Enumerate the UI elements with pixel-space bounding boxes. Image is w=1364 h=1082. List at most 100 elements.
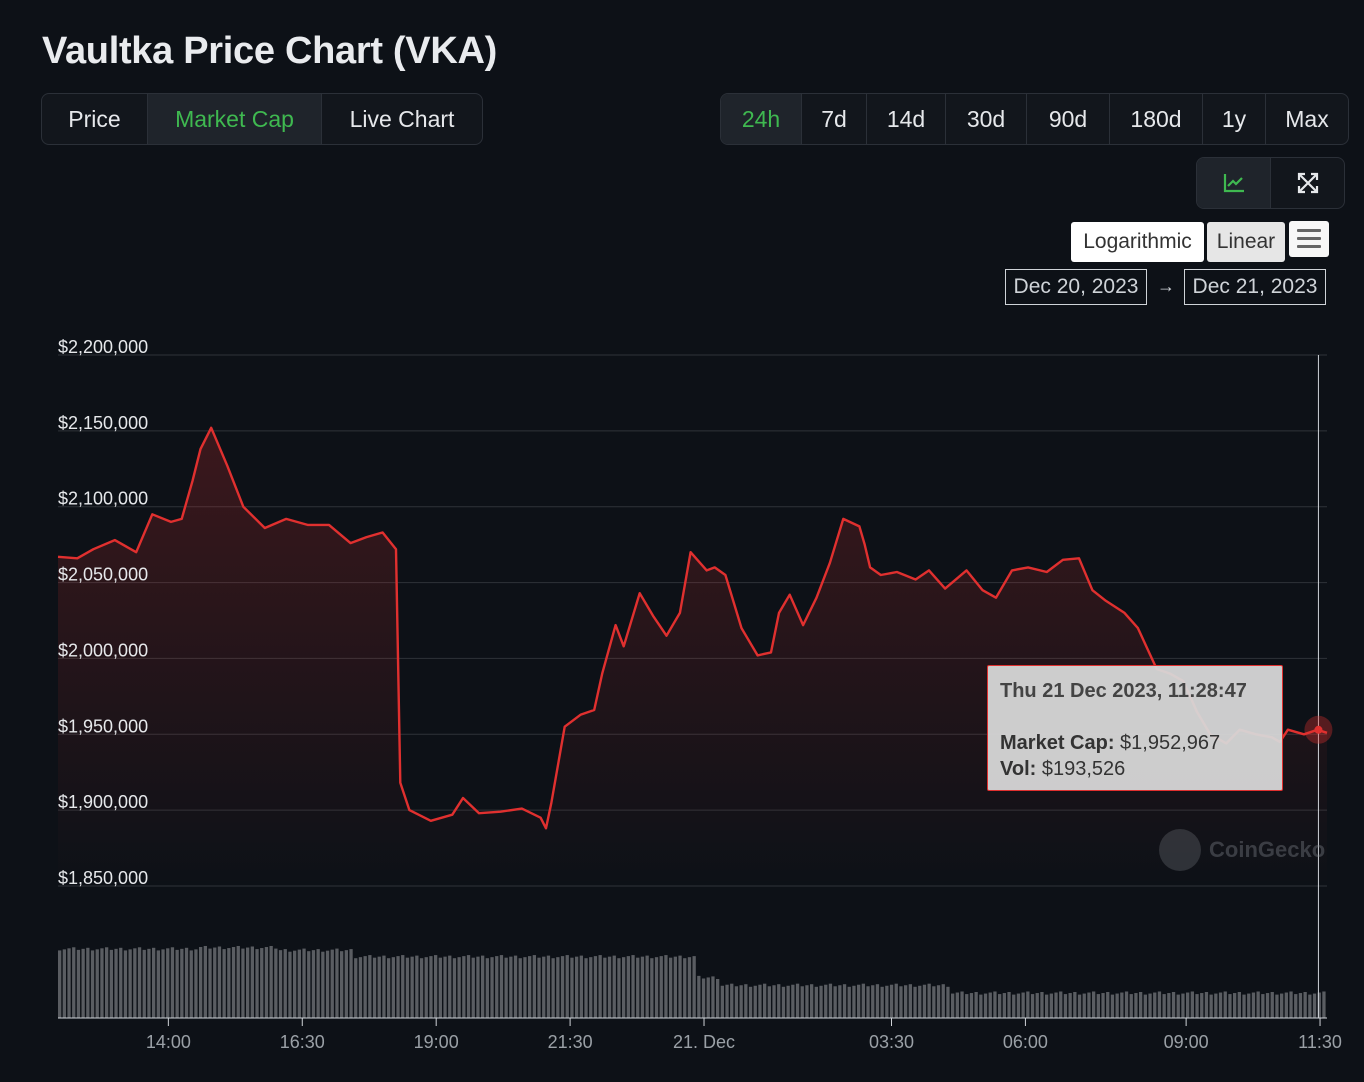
volume-bar xyxy=(67,948,71,1018)
range-30d[interactable]: 30d xyxy=(946,94,1027,144)
volume-bar xyxy=(1251,992,1256,1018)
volume-bar xyxy=(307,951,311,1018)
volume-bar xyxy=(1139,992,1143,1018)
volume-bar xyxy=(899,986,903,1018)
volume-bar xyxy=(565,955,569,1018)
volume-bar xyxy=(678,955,682,1018)
scale-linear-button[interactable]: Linear xyxy=(1207,222,1285,262)
volume-bar xyxy=(941,984,945,1018)
volume-bar xyxy=(335,948,339,1018)
volume-bar xyxy=(1317,992,1321,1018)
volume-bar xyxy=(542,956,546,1018)
range-180d[interactable]: 180d xyxy=(1110,94,1203,144)
volume-bar xyxy=(509,956,513,1018)
x-tick-label: 06:00 xyxy=(1003,1032,1048,1052)
volume-bar xyxy=(311,950,316,1018)
volume-bar xyxy=(551,958,555,1018)
range-90d[interactable]: 90d xyxy=(1027,94,1110,144)
volume-bar xyxy=(1007,992,1011,1018)
volume-bar xyxy=(1275,994,1279,1018)
volume-bar xyxy=(137,947,142,1018)
volume-bar xyxy=(1045,994,1049,1018)
volume-bar xyxy=(955,992,959,1018)
volume-bar xyxy=(269,945,273,1018)
volume-bar xyxy=(180,948,184,1018)
volume-bar xyxy=(781,986,786,1018)
tab-price[interactable]: Price xyxy=(42,94,148,144)
volume-bar xyxy=(349,949,353,1018)
volume-bar xyxy=(189,950,193,1018)
volume-bar xyxy=(513,955,518,1018)
volume-bar xyxy=(1148,993,1152,1018)
tab-market-cap[interactable]: Market Cap xyxy=(148,94,322,144)
volume-bar xyxy=(631,955,635,1018)
volume-bar xyxy=(1030,994,1035,1018)
volume-bar xyxy=(1294,994,1298,1018)
tooltip-market-cap-row: Market Cap: $1,952,967 xyxy=(1000,730,1270,756)
range-24h[interactable]: 24h xyxy=(721,94,802,144)
volume-bar xyxy=(889,984,894,1018)
volume-bar xyxy=(396,956,400,1018)
volume-bar xyxy=(824,984,828,1018)
volume-bar xyxy=(575,956,579,1018)
volume-bar xyxy=(598,955,602,1018)
volume-bar xyxy=(936,985,941,1018)
volume-bar xyxy=(1280,993,1284,1018)
volume-bar xyxy=(1289,991,1293,1018)
tab-live-chart[interactable]: Live Chart xyxy=(349,105,455,132)
volume-bar xyxy=(795,983,800,1018)
volume-bar xyxy=(429,956,433,1018)
expand-icon xyxy=(1297,172,1318,194)
volume-bar xyxy=(119,947,123,1018)
volume-bar xyxy=(222,949,226,1018)
volume-bar xyxy=(560,956,565,1018)
volume-bar xyxy=(1068,993,1072,1018)
fullscreen-button[interactable] xyxy=(1271,158,1344,208)
volume-bar xyxy=(142,949,146,1018)
volume-bar xyxy=(288,951,292,1018)
range-1y[interactable]: 1y xyxy=(1203,94,1266,144)
range-max[interactable]: Max xyxy=(1285,105,1329,132)
volume-bar xyxy=(1233,993,1237,1018)
volume-bar xyxy=(654,957,659,1018)
volume-bar xyxy=(645,955,649,1018)
date-to-input[interactable]: Dec 21, 2023 xyxy=(1184,269,1326,305)
volume-bar xyxy=(885,985,889,1018)
volume-bar xyxy=(1059,991,1063,1018)
volume-bar xyxy=(1261,994,1265,1018)
chart-menu-button[interactable] xyxy=(1289,221,1329,257)
x-tick-label: 21:30 xyxy=(548,1032,593,1052)
volume-bar xyxy=(979,994,983,1018)
volume-bar xyxy=(969,993,974,1018)
volume-bar xyxy=(368,955,372,1018)
volume-bar xyxy=(166,948,170,1018)
scale-logarithmic-button[interactable]: Logarithmic xyxy=(1071,222,1204,262)
volume-bar xyxy=(1035,993,1039,1018)
tooltip-volume-value: $193,526 xyxy=(1041,758,1126,780)
volume-bar xyxy=(847,986,851,1018)
volume-bar xyxy=(904,985,908,1018)
x-tick-label: 14:00 xyxy=(146,1032,191,1052)
line-chart-button[interactable] xyxy=(1197,158,1271,208)
date-from-input[interactable]: Dec 20, 2023 xyxy=(1005,269,1147,305)
volume-bar xyxy=(1082,993,1086,1018)
volume-bar xyxy=(72,947,76,1018)
volume-bar xyxy=(452,958,457,1018)
range-14d[interactable]: 14d xyxy=(867,94,946,144)
y-tick-label: $2,100,000 xyxy=(58,489,148,509)
x-tick-label: 03:30 xyxy=(869,1032,914,1052)
volume-bar xyxy=(419,958,424,1018)
volume-bar xyxy=(264,947,269,1018)
y-tick-label: $2,200,000 xyxy=(58,337,148,357)
volume-bar xyxy=(199,947,203,1018)
volume-bar xyxy=(330,949,334,1018)
volume-bar xyxy=(669,957,673,1018)
volume-bar xyxy=(683,958,687,1018)
volume-bar xyxy=(495,956,499,1018)
range-7d[interactable]: 7d xyxy=(802,94,867,144)
y-tick-label: $1,900,000 xyxy=(58,792,148,812)
volume-bar xyxy=(1209,994,1213,1018)
volume-bar xyxy=(184,947,189,1018)
volume-bar xyxy=(528,956,532,1018)
